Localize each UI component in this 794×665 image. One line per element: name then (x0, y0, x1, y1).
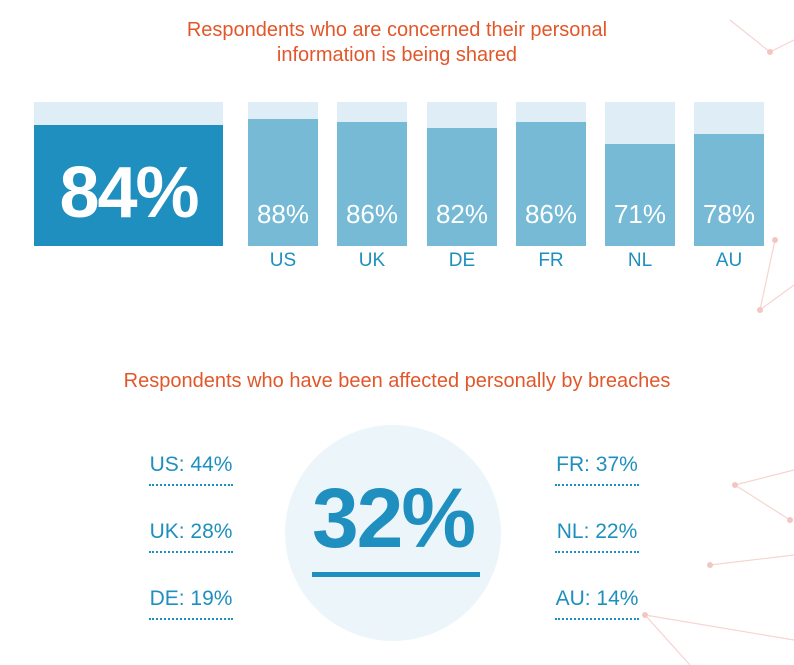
bar-value-fr: 86% (524, 199, 578, 229)
overall-circle (285, 425, 501, 641)
overall-bar-fill (34, 125, 223, 246)
affected-stat-au: AU: 14% (537, 586, 657, 620)
bar-value-de: 82% (435, 199, 489, 229)
dotted-divider (149, 618, 233, 620)
bar-fill-us (248, 119, 318, 246)
chart-title-concerned: Respondents who are concerned their pers… (0, 18, 794, 68)
affected-stat-de: DE: 19% (131, 586, 251, 620)
bar-fill-nl (605, 143, 675, 246)
dotted-divider (149, 551, 233, 553)
overall-underline (312, 572, 480, 577)
affected-stat-label: DE: 19% (149, 587, 233, 610)
bar-fill-uk (337, 122, 407, 246)
bar-nl: 71% (605, 102, 675, 246)
bar-value-uk: 86% (345, 199, 399, 229)
dotted-divider (555, 551, 639, 553)
affected-stat-label: US: 44% (149, 453, 233, 476)
bar-uk: 86% (337, 102, 407, 246)
affected-stat-nl: NL: 22% (537, 519, 657, 553)
bar-label-nl: NL (627, 250, 653, 271)
bar-label-us: US (269, 250, 297, 271)
bar-de: 82% (427, 102, 497, 246)
bar-label-de: DE (448, 250, 476, 271)
affected-stat-us: US: 44% (131, 452, 251, 486)
bar-label-au: AU (715, 250, 743, 271)
overall-bar: 84% (34, 102, 223, 246)
bar-au: 78% (694, 102, 764, 246)
affected-stat-label: UK: 28% (149, 520, 233, 543)
dotted-divider (555, 618, 639, 620)
chart-title-affected: Respondents who have been affected perso… (123, 370, 671, 392)
affected-stat-label: NL: 22% (556, 520, 638, 543)
bar-fill-de (427, 127, 497, 246)
bar-value-nl: 71% (613, 199, 667, 229)
bar-us: 88% (248, 102, 318, 246)
overall-bar-value: 84% (59, 153, 199, 233)
affected-stat-uk: UK: 28% (131, 519, 251, 553)
bar-fr: 86% (516, 102, 586, 246)
bar-value-au: 78% (702, 199, 756, 229)
bar-label-uk: UK (358, 250, 386, 271)
affected-stat-label: AU: 14% (555, 587, 639, 610)
affected-stat-label: FR: 37% (556, 453, 638, 476)
dotted-divider (149, 484, 233, 486)
chart-title-line: Respondents who are concerned their pers… (186, 19, 608, 41)
affected-stat-fr: FR: 37% (537, 452, 657, 486)
chart-title-line: information is being shared (276, 44, 518, 66)
overall-affected-value: 32% (311, 471, 476, 565)
bar-label-fr: FR (538, 250, 564, 271)
bar-fill-fr (516, 122, 586, 246)
bar-value-us: 88% (256, 199, 310, 229)
dotted-divider (555, 484, 639, 486)
bar-fill-au (694, 133, 764, 246)
